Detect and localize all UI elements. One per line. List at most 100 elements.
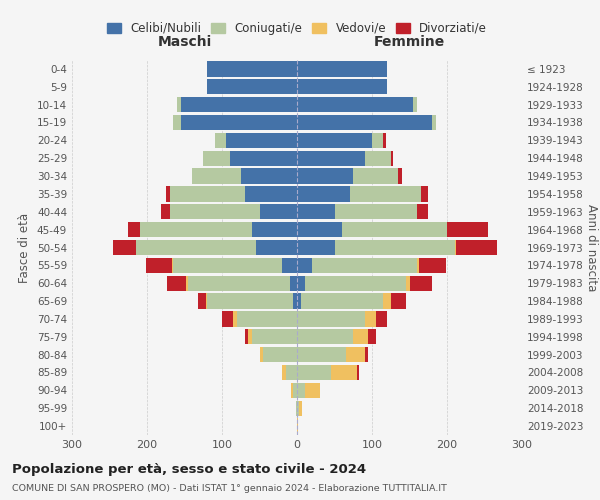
Bar (172, 258, 173, 273)
Bar (181, 115, 297, 130)
Bar (291, 383, 293, 398)
Bar (205, 294, 207, 308)
Bar (293, 294, 297, 308)
Bar (342, 222, 447, 237)
Bar (383, 133, 386, 148)
Bar (432, 115, 436, 130)
Bar (290, 276, 297, 291)
Bar (293, 383, 297, 398)
Bar (170, 204, 260, 220)
Y-axis label: Anni di nascita: Anni di nascita (584, 204, 598, 291)
Bar (173, 258, 282, 273)
Bar (409, 276, 432, 291)
Bar (252, 329, 297, 344)
Bar (301, 294, 383, 308)
Bar (192, 168, 241, 184)
Bar (335, 204, 417, 220)
Bar (447, 222, 488, 237)
Bar (299, 400, 302, 416)
Bar (297, 204, 335, 220)
Text: COMUNE DI SAN PROSPERO (MO) - Dati ISTAT 1° gennaio 2024 - Elaborazione TUTTITAL: COMUNE DI SAN PROSPERO (MO) - Dati ISTAT… (12, 484, 447, 493)
Bar (260, 204, 297, 220)
Bar (241, 168, 297, 184)
Bar (167, 276, 186, 291)
Bar (417, 204, 428, 220)
Bar (349, 186, 421, 202)
Bar (297, 186, 349, 202)
Bar (297, 383, 305, 398)
Bar (297, 79, 387, 94)
Bar (203, 150, 229, 166)
Bar (456, 240, 497, 255)
Bar (368, 329, 376, 344)
Bar (413, 97, 417, 112)
Bar (245, 186, 297, 202)
Bar (365, 312, 376, 326)
Bar (188, 276, 290, 291)
Text: Popolazione per età, sesso e stato civile - 2024: Popolazione per età, sesso e stato civil… (12, 462, 366, 475)
Bar (146, 258, 172, 273)
Bar (297, 168, 353, 184)
Bar (136, 240, 256, 255)
Bar (421, 186, 428, 202)
Bar (226, 133, 297, 148)
Bar (297, 347, 346, 362)
Bar (372, 133, 383, 148)
Bar (222, 312, 233, 326)
Bar (139, 222, 252, 237)
Bar (357, 365, 359, 380)
Bar (215, 133, 226, 148)
Bar (170, 186, 245, 202)
Bar (297, 97, 413, 112)
Bar (229, 150, 297, 166)
Bar (391, 294, 406, 308)
Bar (297, 329, 353, 344)
Bar (296, 400, 297, 416)
Bar (181, 97, 297, 112)
Bar (297, 222, 342, 237)
Bar (297, 365, 331, 380)
Bar (305, 276, 406, 291)
Bar (248, 329, 252, 344)
Bar (312, 258, 417, 273)
Bar (173, 115, 181, 130)
Bar (177, 97, 181, 112)
Bar (353, 329, 368, 344)
Bar (282, 365, 286, 380)
Bar (335, 240, 455, 255)
Bar (186, 276, 188, 291)
Bar (297, 294, 301, 308)
Bar (252, 222, 297, 237)
Bar (297, 150, 365, 166)
Bar (297, 115, 432, 130)
Bar (297, 62, 387, 76)
Bar (383, 294, 391, 308)
Bar (128, 222, 139, 237)
Bar (233, 312, 237, 326)
Bar (198, 294, 205, 308)
Bar (419, 258, 445, 273)
Bar (207, 294, 293, 308)
Bar (365, 150, 391, 166)
Bar (113, 240, 136, 255)
Bar (297, 312, 365, 326)
Bar (282, 258, 297, 273)
Text: Femmine: Femmine (374, 36, 445, 50)
Bar (256, 240, 297, 255)
Bar (331, 365, 357, 380)
Text: Maschi: Maschi (157, 36, 212, 50)
Bar (166, 186, 170, 202)
Legend: Celibi/Nubili, Coniugati/e, Vedovi/e, Divorziati/e: Celibi/Nubili, Coniugati/e, Vedovi/e, Di… (102, 17, 492, 40)
Bar (260, 347, 263, 362)
Bar (297, 276, 305, 291)
Bar (417, 258, 419, 273)
Bar (263, 347, 297, 362)
Bar (406, 276, 409, 291)
Bar (297, 133, 372, 148)
Bar (353, 168, 398, 184)
Bar (297, 240, 335, 255)
Bar (297, 258, 312, 273)
Bar (207, 79, 297, 94)
Y-axis label: Fasce di età: Fasce di età (19, 212, 31, 282)
Bar (365, 347, 368, 362)
